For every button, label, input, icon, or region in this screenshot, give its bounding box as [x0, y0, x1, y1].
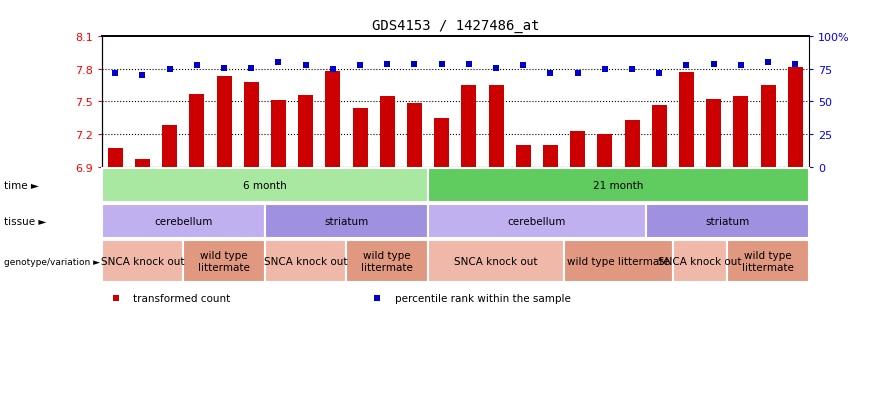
Bar: [760, 86, 775, 167]
Text: time ►: time ►: [4, 180, 39, 191]
Bar: [347, 241, 428, 282]
Bar: [728, 241, 809, 282]
Text: SNCA knock out: SNCA knock out: [659, 256, 742, 267]
Text: wild type
littermate: wild type littermate: [362, 251, 413, 273]
Bar: [102, 205, 265, 238]
Bar: [515, 146, 530, 167]
Bar: [673, 241, 728, 282]
Text: transformed count: transformed count: [133, 294, 231, 304]
Bar: [244, 83, 259, 167]
Text: striatum: striatum: [324, 216, 369, 227]
Bar: [162, 126, 177, 167]
Title: GDS4153 / 1427486_at: GDS4153 / 1427486_at: [371, 19, 539, 33]
Text: striatum: striatum: [705, 216, 750, 227]
Text: wild type
littermate: wild type littermate: [743, 251, 794, 273]
Bar: [135, 160, 150, 167]
Text: SNCA knock out: SNCA knock out: [454, 256, 537, 267]
Bar: [489, 86, 504, 167]
Bar: [625, 121, 639, 167]
Bar: [734, 97, 749, 167]
Bar: [428, 169, 809, 202]
Text: SNCA knock out: SNCA knock out: [264, 256, 347, 267]
Bar: [217, 77, 232, 167]
Bar: [102, 241, 183, 282]
Bar: [189, 95, 204, 167]
Text: cerebellum: cerebellum: [154, 216, 212, 227]
Bar: [298, 96, 313, 167]
Bar: [598, 135, 613, 167]
Text: cerebellum: cerebellum: [507, 216, 566, 227]
Bar: [407, 103, 422, 167]
Text: tissue ►: tissue ►: [4, 216, 47, 227]
Text: wild type littermate: wild type littermate: [567, 256, 670, 267]
Bar: [679, 73, 694, 167]
Text: wild type
littermate: wild type littermate: [198, 251, 250, 273]
Text: 21 month: 21 month: [593, 180, 644, 191]
Bar: [434, 119, 449, 167]
Text: genotype/variation ►: genotype/variation ►: [4, 257, 101, 266]
Bar: [706, 100, 721, 167]
Bar: [570, 131, 585, 167]
Bar: [108, 149, 123, 167]
Bar: [564, 241, 673, 282]
Bar: [271, 101, 286, 167]
Bar: [645, 205, 809, 238]
Bar: [265, 241, 347, 282]
Bar: [265, 205, 428, 238]
Text: percentile rank within the sample: percentile rank within the sample: [395, 294, 571, 304]
Bar: [183, 241, 265, 282]
Bar: [652, 105, 667, 167]
Bar: [380, 97, 395, 167]
Bar: [428, 241, 564, 282]
Bar: [543, 146, 558, 167]
Bar: [325, 72, 340, 167]
Text: SNCA knock out: SNCA knock out: [101, 256, 184, 267]
Bar: [788, 67, 803, 167]
Bar: [102, 169, 428, 202]
Bar: [461, 86, 476, 167]
Bar: [353, 109, 368, 167]
Bar: [428, 205, 645, 238]
Text: 6 month: 6 month: [243, 180, 286, 191]
